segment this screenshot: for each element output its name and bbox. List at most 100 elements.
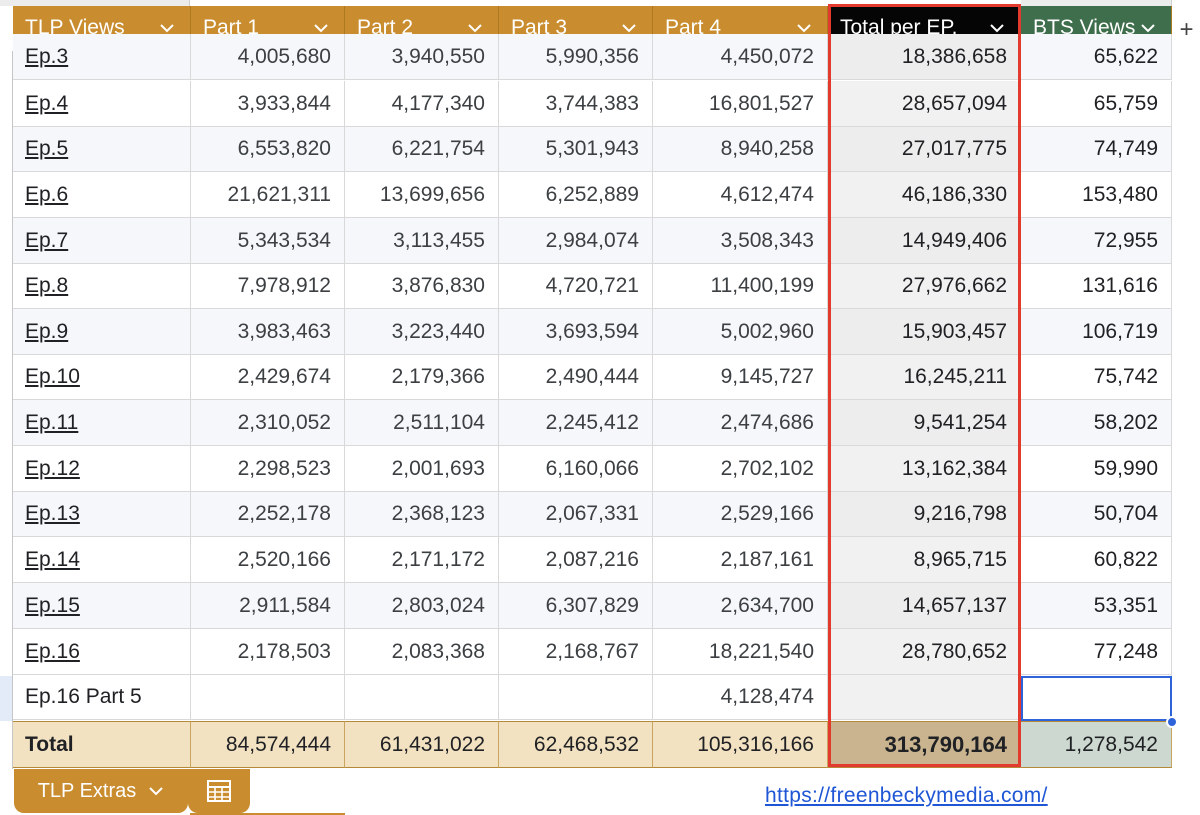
value-cell-bts[interactable]: 77,248 bbox=[1021, 629, 1172, 675]
episode-cell[interactable]: Ep.16 bbox=[13, 629, 191, 675]
value-cell-p2[interactable]: 6,221,754 bbox=[345, 127, 499, 172]
value-cell-p2[interactable]: 2,083,368 bbox=[345, 629, 499, 675]
value-cell-p4[interactable]: 18,221,540 bbox=[653, 629, 828, 675]
episode-cell[interactable]: Ep.12 bbox=[13, 446, 191, 492]
value-cell-total[interactable]: 13,162,384 bbox=[828, 446, 1021, 492]
value-cell-p4[interactable]: 4,612,474 bbox=[653, 172, 828, 218]
value-cell-bts[interactable]: 60,822 bbox=[1021, 537, 1172, 583]
value-cell-p3[interactable]: 5,301,943 bbox=[499, 127, 653, 172]
value-cell-p2[interactable]: 3,940,550 bbox=[345, 34, 499, 80]
value-cell-p2[interactable]: 2,803,024 bbox=[345, 583, 499, 629]
column-header[interactable]: Total per EP. bbox=[828, 6, 1021, 51]
value-cell-bts[interactable]: 65,622 bbox=[1021, 34, 1172, 80]
value-cell-total[interactable]: 18,386,658 bbox=[828, 34, 1021, 80]
episode-cell[interactable]: Ep.11 bbox=[13, 400, 191, 446]
sheet-tab-tlp-extras[interactable]: TLP Extras bbox=[14, 769, 188, 813]
value-cell-p2[interactable]: 3,223,440 bbox=[345, 309, 499, 355]
value-cell-total[interactable]: 9,541,254 bbox=[828, 400, 1021, 446]
value-cell-total[interactable]: 8,965,715 bbox=[828, 537, 1021, 583]
value-cell-p1[interactable]: 2,911,584 bbox=[191, 583, 345, 629]
value-cell-p2[interactable]: 4,177,340 bbox=[345, 81, 499, 127]
total-cell-p4[interactable]: 105,316,166 bbox=[653, 721, 828, 768]
value-cell-total[interactable]: 15,903,457 bbox=[828, 309, 1021, 355]
value-cell-bts[interactable]: 59,990 bbox=[1021, 446, 1172, 492]
value-cell-p2[interactable]: 3,113,455 bbox=[345, 218, 499, 264]
value-cell-p1[interactable]: 2,252,178 bbox=[191, 492, 345, 537]
add-column-button[interactable]: + bbox=[1179, 16, 1194, 43]
value-cell-p3[interactable]: 3,693,594 bbox=[499, 309, 653, 355]
value-cell-bts[interactable]: 106,719 bbox=[1021, 309, 1172, 355]
value-cell-p4[interactable]: 2,187,161 bbox=[653, 537, 828, 583]
total-cell-bts[interactable]: 1,278,542 bbox=[1021, 721, 1172, 768]
value-cell-p3[interactable]: 5,990,356 bbox=[499, 34, 653, 80]
chevron-down-icon[interactable] bbox=[984, 23, 1010, 33]
chevron-down-icon[interactable] bbox=[616, 23, 642, 33]
value-cell-p4[interactable]: 4,128,474 bbox=[653, 675, 828, 720]
value-cell-p3[interactable]: 2,087,216 bbox=[499, 537, 653, 583]
value-cell-total[interactable]: 14,949,406 bbox=[828, 218, 1021, 264]
episode-cell[interactable]: Ep.16 Part 5 bbox=[13, 675, 191, 720]
value-cell-p1[interactable]: 21,621,311 bbox=[191, 172, 345, 218]
value-cell-p2[interactable]: 3,876,830 bbox=[345, 264, 499, 309]
sheet-list-button[interactable] bbox=[188, 769, 250, 813]
value-cell-total[interactable]: 27,017,775 bbox=[828, 127, 1021, 172]
episode-cell[interactable]: Ep.4 bbox=[13, 81, 191, 127]
value-cell-p4[interactable]: 5,002,960 bbox=[653, 309, 828, 355]
chevron-down-icon[interactable] bbox=[308, 23, 334, 33]
episode-cell[interactable]: Ep.14 bbox=[13, 537, 191, 583]
total-cell-p3[interactable]: 62,468,532 bbox=[499, 721, 653, 768]
total-cell-p2[interactable]: 61,431,022 bbox=[345, 721, 499, 768]
value-cell-p4[interactable]: 4,450,072 bbox=[653, 34, 828, 80]
value-cell-p4[interactable]: 2,474,686 bbox=[653, 400, 828, 446]
value-cell-p1[interactable]: 7,978,912 bbox=[191, 264, 345, 309]
value-cell-p3[interactable]: 6,252,889 bbox=[499, 172, 653, 218]
value-cell-total[interactable]: 28,780,652 bbox=[828, 629, 1021, 675]
episode-cell[interactable]: Ep.3 bbox=[13, 34, 191, 80]
value-cell-p1[interactable]: 2,298,523 bbox=[191, 446, 345, 492]
value-cell-bts[interactable] bbox=[1021, 675, 1172, 720]
value-cell-p2[interactable]: 2,001,693 bbox=[345, 446, 499, 492]
chevron-down-icon[interactable] bbox=[154, 23, 180, 33]
value-cell-p4[interactable]: 3,508,343 bbox=[653, 218, 828, 264]
totals-label[interactable]: Total bbox=[13, 721, 191, 768]
value-cell-p3[interactable]: 2,168,767 bbox=[499, 629, 653, 675]
value-cell-p1[interactable]: 2,178,503 bbox=[191, 629, 345, 675]
value-cell-total[interactable]: 28,657,094 bbox=[828, 81, 1021, 127]
episode-cell[interactable]: Ep.5 bbox=[13, 127, 191, 172]
value-cell-p2[interactable]: 2,368,123 bbox=[345, 492, 499, 537]
episode-cell[interactable]: Ep.13 bbox=[13, 492, 191, 537]
total-cell-p1[interactable]: 84,574,444 bbox=[191, 721, 345, 768]
value-cell-p3[interactable]: 3,744,383 bbox=[499, 81, 653, 127]
value-cell-p1[interactable]: 6,553,820 bbox=[191, 127, 345, 172]
value-cell-p3[interactable]: 2,984,074 bbox=[499, 218, 653, 264]
value-cell-p3[interactable]: 2,490,444 bbox=[499, 355, 653, 400]
value-cell-p1[interactable]: 2,429,674 bbox=[191, 355, 345, 400]
value-cell-p4[interactable]: 11,400,199 bbox=[653, 264, 828, 309]
value-cell-bts[interactable]: 58,202 bbox=[1021, 400, 1172, 446]
value-cell-p4[interactable]: 16,801,527 bbox=[653, 81, 828, 127]
value-cell-p4[interactable]: 8,940,258 bbox=[653, 127, 828, 172]
chevron-down-icon[interactable] bbox=[791, 23, 817, 33]
episode-cell[interactable]: Ep.6 bbox=[13, 172, 191, 218]
value-cell-total[interactable]: 27,976,662 bbox=[828, 264, 1021, 309]
value-cell-bts[interactable]: 74,749 bbox=[1021, 127, 1172, 172]
value-cell-bts[interactable]: 50,704 bbox=[1021, 492, 1172, 537]
value-cell-total[interactable]: 14,657,137 bbox=[828, 583, 1021, 629]
value-cell-p2[interactable]: 13,699,656 bbox=[345, 172, 499, 218]
column-header[interactable]: BTS Views bbox=[1021, 6, 1172, 51]
total-cell-total[interactable]: 313,790,164 bbox=[828, 721, 1021, 768]
episode-cell[interactable]: Ep.15 bbox=[13, 583, 191, 629]
value-cell-bts[interactable]: 72,955 bbox=[1021, 218, 1172, 264]
chevron-down-icon[interactable] bbox=[148, 786, 164, 796]
value-cell-p2[interactable]: 2,179,366 bbox=[345, 355, 499, 400]
value-cell-p2[interactable]: 2,511,104 bbox=[345, 400, 499, 446]
value-cell-p1[interactable]: 3,983,463 bbox=[191, 309, 345, 355]
chevron-down-icon[interactable] bbox=[1135, 23, 1161, 33]
value-cell-total[interactable]: 16,245,211 bbox=[828, 355, 1021, 400]
value-cell-p1[interactable]: 4,005,680 bbox=[191, 34, 345, 80]
value-cell-p4[interactable]: 2,702,102 bbox=[653, 446, 828, 492]
value-cell-p3[interactable]: 6,160,066 bbox=[499, 446, 653, 492]
value-cell-p2[interactable] bbox=[345, 675, 499, 720]
value-cell-p3[interactable] bbox=[499, 675, 653, 720]
value-cell-p3[interactable]: 2,245,412 bbox=[499, 400, 653, 446]
